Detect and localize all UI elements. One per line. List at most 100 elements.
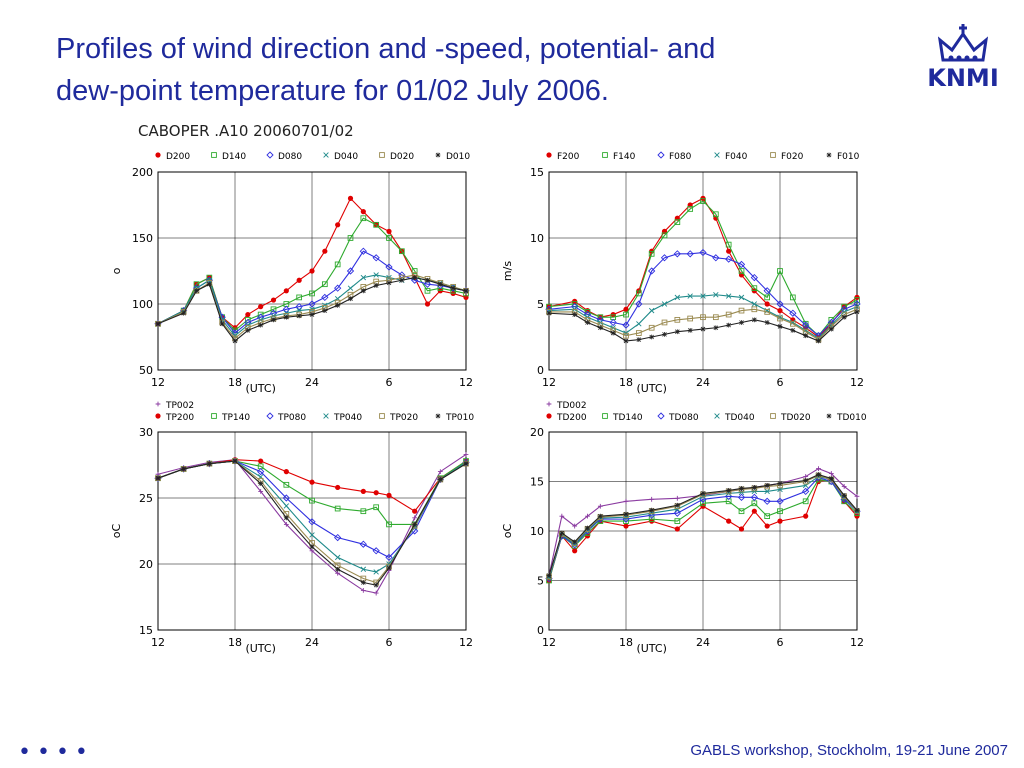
data-point-tp010 [206, 461, 212, 467]
data-point-d010 [181, 310, 187, 316]
data-point-d140 [360, 215, 367, 222]
y-tick-label: 15 [139, 624, 153, 637]
data-point-f040 [713, 292, 719, 298]
data-point-tp010 [437, 477, 443, 482]
data-point-f140 [764, 294, 771, 301]
data-point-td080 [648, 511, 656, 519]
data-point-td140 [648, 516, 655, 522]
data-point-td002 [623, 498, 629, 504]
data-point-f020 [751, 306, 758, 313]
data-point-tp080 [282, 494, 290, 502]
data-point-tp140 [283, 481, 290, 488]
legend-label: TP020 [389, 413, 418, 423]
data-point-tp010 [386, 565, 392, 571]
data-point-tp040 [360, 566, 367, 572]
data-point-td200 [623, 523, 629, 529]
data-point-f040 [700, 293, 706, 299]
data-point-td010 [854, 507, 860, 513]
data-point-td200 [572, 548, 578, 554]
legend-label: TD010 [836, 413, 867, 423]
data-point-f010 [828, 326, 834, 332]
slide-title-line-2: dew-point temperature for 01/02 July 200… [56, 75, 609, 107]
x-tick-label: 18 [228, 376, 242, 389]
data-point-f140 [789, 294, 796, 301]
data-point-f010 [816, 338, 821, 344]
data-point-tp140 [334, 505, 341, 512]
data-point-d200 [322, 248, 328, 254]
legend-label: F080 [669, 152, 692, 162]
data-point-td040 [738, 489, 745, 496]
data-point-d080 [423, 280, 432, 288]
data-point-td140 [738, 508, 745, 515]
legend-marker [379, 152, 385, 158]
legend-marker [602, 413, 608, 419]
y-tick-label: 100 [132, 298, 153, 311]
x-tick-label: 18 [228, 636, 242, 649]
data-point-d200 [424, 301, 431, 307]
data-point-d080 [321, 293, 329, 302]
data-point-f010 [687, 328, 693, 333]
series-line-d010 [157, 277, 467, 342]
legend-label: F140 [613, 152, 636, 162]
data-point-f010 [662, 331, 667, 337]
x-axis-label: (UTC) [245, 382, 275, 395]
data-point-tp002 [360, 588, 366, 593]
data-point-tp040 [283, 503, 290, 509]
data-point-tp002 [437, 469, 443, 474]
y-tick-label: 5 [537, 575, 544, 588]
chart-3: 15 20 25 30 12 18 24 6 12 (UTC) oC TP200 TP140 TP080 T… [110, 401, 474, 655]
legend-label: TD080 [668, 413, 699, 423]
data-point-d140 [270, 306, 277, 313]
x-tick-label: 12 [542, 636, 556, 649]
data-point-td080 [737, 493, 746, 501]
x-tick-label: 24 [696, 376, 710, 389]
x-axis-label: (UTC) [636, 382, 666, 395]
legend-marker [323, 413, 329, 419]
data-point-f020 [623, 332, 629, 339]
data-point-f010 [700, 326, 706, 332]
data-point-d200 [258, 304, 264, 310]
data-point-d040 [347, 285, 354, 291]
data-point-tp002 [412, 515, 418, 521]
legend-label: TP002 [165, 401, 194, 411]
data-point-d010 [373, 283, 379, 288]
data-point-f020 [687, 315, 694, 322]
data-point-tp002 [283, 522, 289, 527]
y-tick-label: 5 [537, 298, 544, 311]
legend-marker [714, 413, 720, 419]
data-point-f040 [802, 327, 809, 334]
x-tick-label: 6 [386, 636, 393, 649]
data-point-td010 [700, 490, 706, 496]
data-point-td002 [572, 523, 578, 529]
x-tick-label: 6 [777, 636, 784, 649]
y-tick-label: 10 [530, 232, 544, 245]
x-tick-label: 24 [696, 636, 710, 649]
data-point-td140 [764, 513, 771, 520]
data-point-d010 [258, 322, 264, 328]
x-tick-label: 12 [459, 636, 473, 649]
data-point-d010 [283, 314, 289, 320]
data-point-d010 [335, 302, 341, 308]
data-point-f010 [764, 320, 770, 325]
data-point-f010 [585, 320, 590, 325]
legend-label: TP040 [333, 413, 362, 423]
data-point-f010 [572, 312, 578, 317]
data-point-td140 [700, 500, 706, 507]
data-point-f010 [841, 314, 847, 320]
x-tick-label: 18 [619, 636, 633, 649]
legend-marker [546, 413, 552, 419]
data-point-tp010 [335, 566, 341, 572]
data-point-f080 [789, 309, 797, 317]
data-point-f140 [777, 268, 783, 274]
legend-marker [155, 413, 161, 419]
x-tick-label: 12 [151, 376, 165, 389]
data-point-f010 [649, 334, 655, 340]
data-point-f080 [712, 254, 720, 262]
legend-label: TP200 [165, 413, 194, 423]
y-axis-label: oC [110, 523, 123, 538]
data-point-f140 [725, 241, 732, 248]
data-point-f010 [790, 328, 796, 333]
data-point-f080 [622, 321, 630, 329]
data-point-d040 [360, 274, 367, 281]
data-point-d200 [270, 297, 277, 303]
